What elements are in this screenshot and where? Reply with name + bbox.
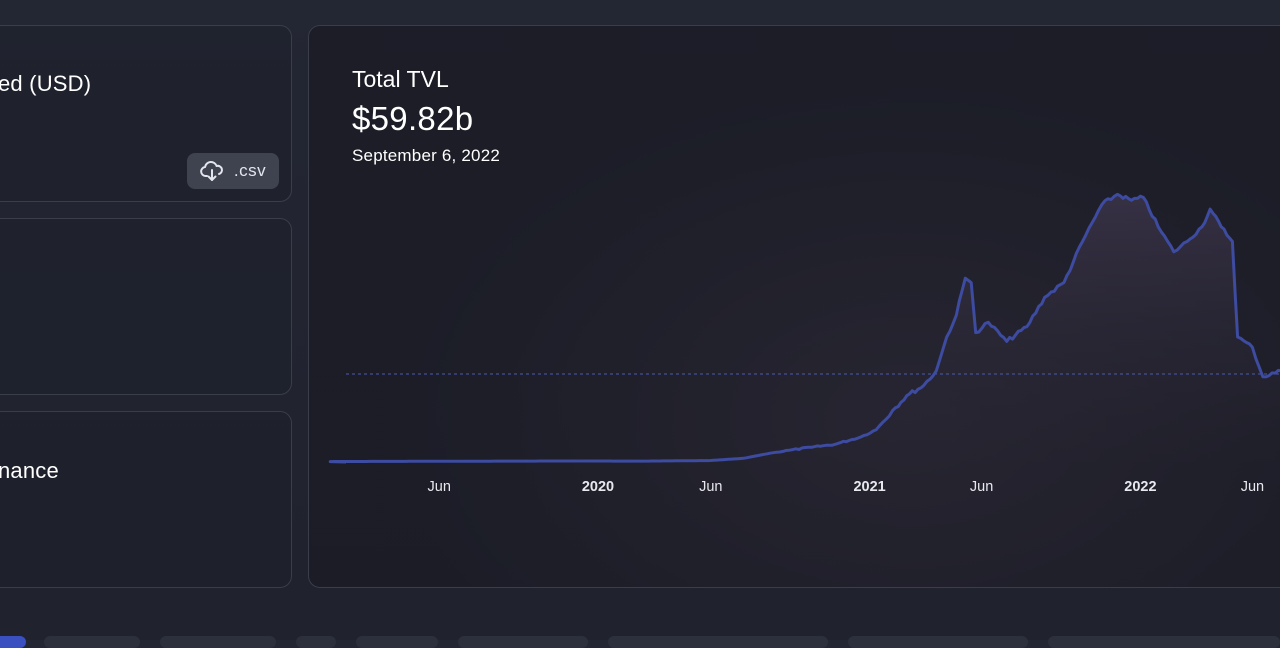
bottom-tab-active[interactable] [0,636,26,648]
card-heading: ed (USD) [0,71,92,96]
x-tick-label: Jun [970,479,993,495]
info-card [0,218,292,395]
chart-title: Total TVL [352,66,449,92]
tvl-series-line [328,192,1280,464]
x-tick-label: Jun [699,479,722,495]
bottom-tab[interactable] [160,636,276,648]
download-csv-button[interactable]: .csv [187,153,279,189]
x-tick-label: 2021 [853,479,885,495]
bottom-tab[interactable] [848,636,1028,648]
x-tick-label: Jun [428,479,451,495]
bottom-tab[interactable] [1048,636,1280,648]
x-tick-label: 2022 [1124,479,1156,495]
tvl-value: $59.82b [352,100,474,137]
category-card [0,411,292,588]
bottom-tab[interactable] [356,636,438,648]
x-tick-label: Jun [1241,479,1264,495]
cloud-download-icon [200,160,224,182]
category-label: nance [0,458,59,483]
tvl-date: September 6, 2022 [352,146,500,165]
x-tick-label: 2020 [582,479,614,495]
bottom-tab[interactable] [458,636,588,648]
bottom-tab[interactable] [608,636,828,648]
bottom-tab[interactable] [296,636,336,648]
tvl-area-fill [327,194,1280,462]
bottom-tab[interactable] [44,636,140,648]
csv-button-label: .csv [233,161,267,180]
